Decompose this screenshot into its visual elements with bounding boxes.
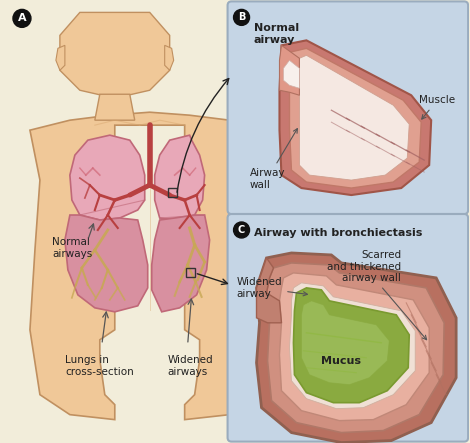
Polygon shape — [164, 45, 174, 70]
Text: C: C — [238, 225, 245, 235]
Polygon shape — [30, 112, 269, 420]
Text: Scarred
and thickened
airway wall: Scarred and thickened airway wall — [327, 250, 427, 340]
Bar — [186, 268, 195, 277]
Polygon shape — [70, 135, 145, 220]
Text: Airway
wall: Airway wall — [250, 128, 298, 190]
Polygon shape — [280, 40, 431, 195]
FancyBboxPatch shape — [227, 214, 468, 442]
Text: B: B — [238, 12, 245, 23]
Polygon shape — [95, 94, 135, 120]
Polygon shape — [280, 45, 299, 95]
Polygon shape — [290, 48, 421, 188]
Polygon shape — [290, 283, 415, 408]
Text: Widened
airways: Widened airways — [168, 355, 213, 377]
Text: Airway with bronchiectasis: Airway with bronchiectasis — [253, 228, 422, 238]
Text: A: A — [18, 13, 26, 23]
Circle shape — [13, 9, 31, 27]
Text: Normal
airways: Normal airways — [52, 237, 92, 259]
Text: Normal
airway: Normal airway — [253, 23, 298, 45]
Circle shape — [234, 222, 250, 238]
Polygon shape — [60, 12, 170, 98]
Text: Widened
airway: Widened airway — [236, 277, 307, 299]
Polygon shape — [65, 215, 148, 312]
Polygon shape — [155, 135, 204, 220]
Polygon shape — [152, 215, 210, 312]
Text: Muscle: Muscle — [419, 95, 455, 119]
FancyBboxPatch shape — [227, 1, 468, 214]
Polygon shape — [301, 301, 389, 385]
Circle shape — [234, 9, 250, 25]
Polygon shape — [280, 273, 429, 420]
Text: Mucus: Mucus — [321, 356, 361, 366]
Polygon shape — [299, 55, 409, 180]
Polygon shape — [56, 45, 65, 70]
Polygon shape — [283, 60, 299, 88]
Polygon shape — [293, 288, 409, 403]
Text: Lungs in
cross-section: Lungs in cross-section — [65, 355, 133, 377]
Bar — [168, 188, 177, 197]
Polygon shape — [257, 253, 456, 443]
Polygon shape — [257, 258, 282, 323]
Polygon shape — [266, 263, 444, 433]
